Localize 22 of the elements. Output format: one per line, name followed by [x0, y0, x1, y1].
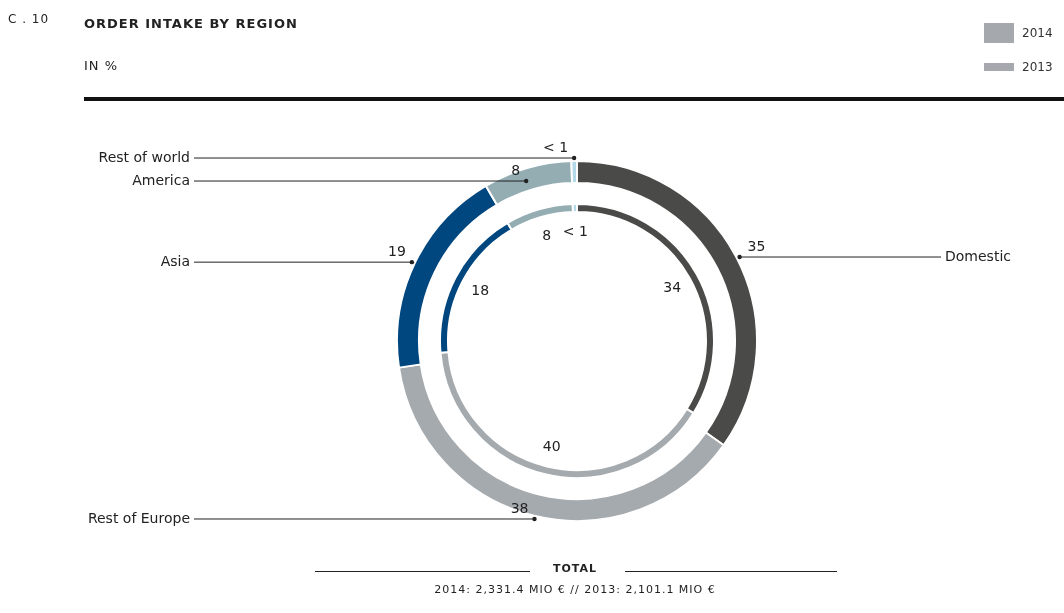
data-label: 35	[747, 237, 766, 254]
data-label: < 1	[562, 222, 588, 239]
text: IN %	[84, 58, 119, 73]
data-label: < 1	[543, 138, 569, 155]
slice-label: America	[132, 171, 190, 188]
data-label: 40	[542, 437, 561, 454]
data-label: 8	[542, 226, 552, 243]
text: 2014: 2,331.4 MIO € // 2013: 2,101.1 MIO €	[433, 583, 717, 596]
text: TOTAL	[552, 562, 598, 575]
data-label: 8	[511, 161, 521, 178]
data-label: 38	[510, 499, 529, 516]
legend-label: 2014	[1022, 26, 1053, 40]
legend-label: 2013	[1022, 60, 1053, 74]
text: C . 10	[8, 12, 50, 26]
data-label: 34	[663, 278, 682, 295]
slice-label: Rest of Europe	[87, 509, 190, 526]
data-label: 19	[388, 242, 406, 259]
data-label: 18	[471, 281, 490, 298]
slice-label: Rest of world	[98, 148, 190, 165]
slice-label: Asia	[160, 252, 190, 269]
slice-label: Domestic	[945, 247, 1011, 264]
chart-title: ORDER INTAKE BY REGION	[84, 15, 299, 33]
